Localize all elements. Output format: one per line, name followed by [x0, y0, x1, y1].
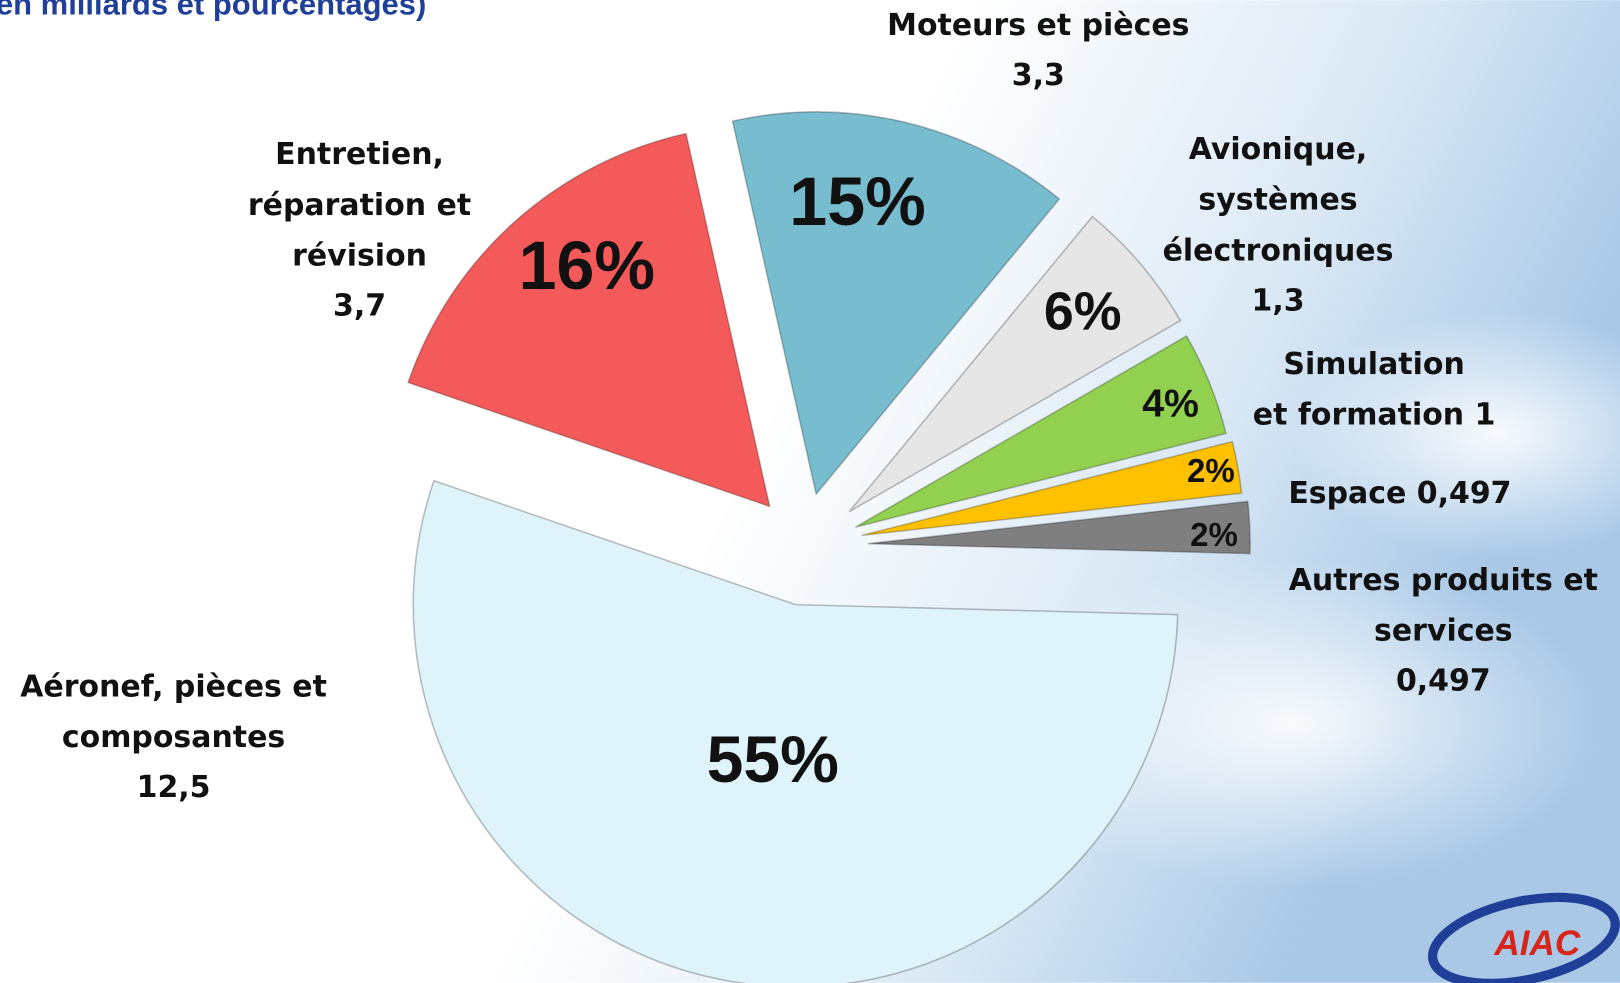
value-gap: [1406, 476, 1416, 511]
percent-label: 15%: [789, 164, 925, 240]
category-label: Entretien,: [275, 137, 444, 172]
value-gap: [1464, 397, 1474, 432]
value-label: 3,7: [333, 289, 386, 324]
percent-label: 6%: [1044, 282, 1122, 342]
category-label: Espace 0,497: [1288, 476, 1511, 511]
category-label: Avionique,: [1189, 132, 1368, 167]
category-line: révision: [292, 238, 427, 273]
category-label: Moteurs et pièces: [887, 8, 1189, 43]
chart-title: en milliards et pourcentages): [0, 0, 426, 22]
percent-label: 55%: [707, 723, 839, 797]
category-line: composantes: [62, 719, 285, 754]
category-label: réparation et: [248, 187, 471, 222]
category-label: Simulation: [1283, 346, 1464, 381]
percent-label: 4%: [1142, 382, 1199, 426]
category-label: composantes: [62, 719, 285, 754]
category-label: Autres produits et: [1289, 562, 1598, 597]
chart: en milliards et pourcentages) AIAC 55%16…: [0, 0, 1620, 983]
category-label: et formation 1: [1253, 397, 1496, 432]
category-line: électroniques: [1163, 233, 1394, 268]
percent-label: 2%: [1187, 453, 1235, 490]
value-label: 12,5: [137, 770, 211, 805]
category-line: Avionique,: [1189, 132, 1368, 167]
category-line: systèmes: [1198, 182, 1357, 217]
category-line: Simulation: [1283, 346, 1464, 381]
value-label: 1,3: [1251, 283, 1304, 318]
category-label: Aéronef, pièces et: [20, 669, 327, 704]
category-line: Autres produits et: [1289, 562, 1598, 597]
value-label: 1: [1475, 397, 1496, 432]
category-line: Entretien,: [275, 137, 444, 172]
category-line: services: [1374, 613, 1513, 648]
category-line: Moteurs et pièces: [887, 8, 1189, 43]
percent-label: 2%: [1190, 517, 1238, 554]
percent-label: 16%: [519, 228, 655, 304]
category-line: et formation: [1253, 397, 1464, 432]
category-label: révision: [292, 238, 427, 273]
category-line: Aéronef, pièces et: [20, 669, 327, 704]
category-label: systèmes: [1198, 182, 1357, 217]
category-line: Espace: [1288, 476, 1406, 511]
value-label: 0,497: [1396, 664, 1491, 699]
category-label: services: [1374, 613, 1513, 648]
category-label: électroniques: [1163, 233, 1394, 268]
value-label: 0,497: [1417, 476, 1512, 511]
value-label: 3,3: [1012, 58, 1065, 93]
category-line: réparation et: [248, 187, 471, 222]
page: en milliards et pourcentages) AIAC 55%16…: [0, 0, 1620, 983]
logo-text: AIAC: [1493, 924, 1580, 963]
